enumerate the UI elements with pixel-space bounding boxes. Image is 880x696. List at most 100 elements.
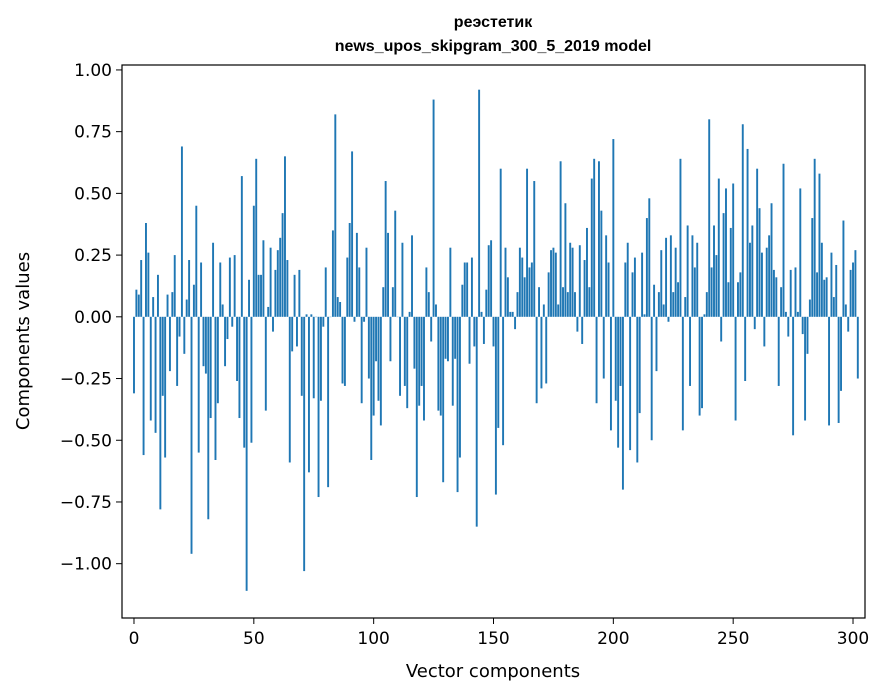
bar [156,274,159,317]
bar [816,272,819,317]
bar [327,316,330,488]
bar [835,264,838,317]
bar [276,250,279,317]
bar [413,316,416,369]
bar [449,247,452,317]
bar [133,316,135,394]
bar [662,304,665,317]
bar [279,237,282,317]
bar [564,203,567,317]
bar [454,316,457,359]
bar [760,252,763,317]
bar [669,235,672,317]
bar [310,314,313,317]
bar [430,316,433,342]
bar [252,205,255,317]
bar [823,279,826,317]
bar [293,274,296,317]
bar [732,183,735,317]
bar [727,282,730,317]
bar [840,316,842,391]
bar [135,289,138,317]
bar [605,235,608,317]
bar [576,316,579,332]
bar [665,237,668,317]
y-tick-label: 0.25 [74,246,112,266]
bar [768,235,771,317]
bar [653,284,656,317]
bar [473,316,476,347]
bar [710,267,713,317]
x-tick-label: 150 [477,629,509,649]
bar [370,316,373,460]
bar [358,267,361,317]
bar [207,316,210,520]
x-tick-label: 200 [597,629,629,649]
bar [763,316,766,347]
bar [161,316,164,396]
bar [770,203,773,317]
bar [715,255,718,317]
bar [303,316,306,572]
bar [722,213,725,317]
bar [149,316,152,421]
bar [595,316,598,404]
bar [360,316,363,404]
bar [806,316,809,354]
bar [614,316,617,401]
bar [626,242,629,317]
bar [696,242,699,317]
bar [698,316,701,416]
bar [820,242,823,317]
bar [269,247,272,317]
bar [756,168,759,317]
bar [691,235,694,317]
bar [789,269,792,317]
bar [657,292,660,317]
bar [257,274,260,317]
bar [641,252,644,317]
bar [705,292,708,317]
bar [794,267,797,317]
bar [725,188,727,317]
bar [317,316,320,498]
bar [140,260,143,317]
bar [346,257,349,317]
bar [305,314,308,317]
bar [638,316,641,414]
bar [228,257,231,317]
bar [521,257,524,317]
bar [137,294,140,317]
bar [684,297,687,317]
bar [655,316,658,372]
bar [777,316,780,386]
bar [475,316,478,527]
bar [550,250,552,317]
bar [588,287,591,317]
bar [811,218,814,317]
bar [190,316,193,554]
bar [226,316,229,340]
bar [782,163,785,317]
bar [847,316,850,332]
bar [341,316,344,384]
y-tick-label: −1.00 [60,555,112,575]
bar [423,316,425,421]
bar [224,316,227,367]
bar [854,250,857,317]
bar [355,232,358,317]
bar [298,269,301,317]
bar [367,316,370,379]
bar [509,311,512,317]
bar [849,269,852,317]
bar [171,292,174,317]
bar [439,316,442,416]
bar [154,316,157,433]
bar [339,302,342,317]
bar [701,316,703,409]
bar [216,316,219,404]
bar [221,304,224,317]
bar [164,316,167,458]
x-axis-label: Vector components [406,661,580,682]
bar [607,262,610,317]
